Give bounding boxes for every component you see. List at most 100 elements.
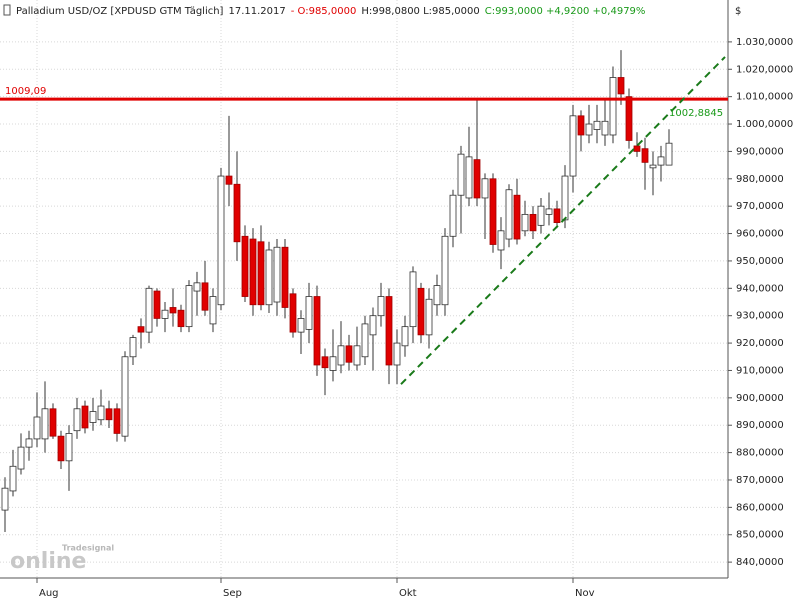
candle-body [201, 282, 209, 311]
candle-body [481, 178, 489, 199]
candle-body [65, 433, 73, 462]
candle-body [537, 205, 545, 226]
candle-body [401, 326, 409, 347]
trendline-label: 1002,8845 [669, 108, 723, 119]
x-tick-label: Nov [575, 588, 595, 599]
candle-body [17, 446, 25, 470]
candle-body [577, 115, 585, 136]
candle-body [321, 356, 329, 369]
candle-body [193, 282, 201, 292]
candle-body [249, 238, 257, 306]
candle-body [409, 271, 417, 328]
candle-body [9, 465, 17, 492]
candle-body [121, 356, 129, 437]
y-tick-label: 890,0000 [736, 420, 784, 431]
candle-body [569, 115, 577, 177]
y-tick-label: 980,0000 [736, 174, 784, 185]
candle-body [81, 405, 89, 429]
y-axis-label: $ [735, 6, 741, 17]
y-tick-label: 950,0000 [736, 256, 784, 267]
candle-body [49, 408, 57, 437]
candle-body [225, 175, 233, 185]
y-tick-label: 850,0000 [736, 530, 784, 541]
y-tick-label: 920,0000 [736, 338, 784, 349]
y-tick-label: 860,0000 [736, 502, 784, 513]
candle-body [25, 438, 33, 448]
candle-body [601, 120, 609, 136]
candle-body [497, 230, 505, 251]
candle-body [233, 183, 241, 243]
y-tick-label: 900,0000 [736, 393, 784, 404]
header-icon [3, 4, 11, 16]
candle-body [169, 307, 177, 314]
candle-body [185, 285, 193, 328]
candle-body [361, 323, 369, 358]
candle-body [105, 408, 113, 421]
candle-body [297, 318, 305, 333]
y-tick-label: 880,0000 [736, 448, 784, 459]
candle-body [33, 416, 41, 440]
trendline [400, 56, 726, 385]
y-tick-label: 930,0000 [736, 311, 784, 322]
candle-body [649, 164, 657, 169]
candle-body [113, 408, 121, 434]
candle-body [209, 296, 217, 325]
candle-body [1, 487, 9, 511]
candle-body [145, 287, 153, 333]
candle-body [441, 235, 449, 306]
candle-body [97, 405, 105, 421]
candle-body [529, 213, 537, 232]
candle-body [345, 345, 353, 363]
header-part: - O:985,0000 [291, 6, 357, 17]
candle-body [617, 77, 625, 95]
candle-body [521, 213, 529, 232]
candle-body [633, 145, 641, 152]
candle-body [337, 345, 345, 366]
x-tick-label: Okt [399, 588, 417, 599]
candle-body [657, 156, 665, 166]
x-tick-label: Aug [39, 588, 59, 599]
header-part: 17.11.2017 [228, 6, 285, 17]
candle-body [369, 315, 377, 336]
candle-body [641, 148, 649, 163]
y-tick-label: 940,0000 [736, 283, 784, 294]
y-tick-label: 1.000,0000 [736, 119, 793, 130]
header: Palladium USD/OZ [XPDUSD GTM Täglich] 17.… [16, 6, 645, 17]
candle-body [313, 296, 321, 366]
candle-body [353, 345, 361, 366]
candle-body [257, 241, 265, 306]
y-tick-label: 870,0000 [736, 475, 784, 486]
candle-body [473, 159, 481, 199]
candle-body [329, 356, 337, 371]
candle-body [73, 408, 81, 432]
candle-body [41, 408, 49, 440]
header-part: H:998,0800 L:985,0000 [361, 6, 479, 17]
y-tick-label: 1.020,0000 [736, 64, 793, 75]
candle-body [465, 156, 473, 199]
candle-body [129, 337, 137, 358]
candle-body [393, 342, 401, 366]
y-tick-label: 1.030,0000 [736, 37, 793, 48]
candle-body [505, 189, 513, 240]
candle-body [417, 287, 425, 336]
candle-body [137, 326, 145, 333]
y-tick-label: 990,0000 [736, 146, 784, 157]
candle-body [273, 246, 281, 303]
candle-body [513, 194, 521, 240]
header-part: Palladium USD/OZ [XPDUSD GTM Täglich] [16, 6, 224, 17]
y-tick-label: 1.010,0000 [736, 92, 793, 103]
candle-body [553, 208, 561, 224]
y-tick-label: 910,0000 [736, 365, 784, 376]
candle-body [625, 96, 633, 141]
candle-body [305, 296, 313, 330]
candle-body [609, 77, 617, 136]
candle-body [593, 120, 601, 130]
candle-body [177, 309, 185, 328]
candle-body [449, 194, 457, 237]
y-tick-label: 840,0000 [736, 557, 784, 568]
candle-body [385, 296, 393, 366]
